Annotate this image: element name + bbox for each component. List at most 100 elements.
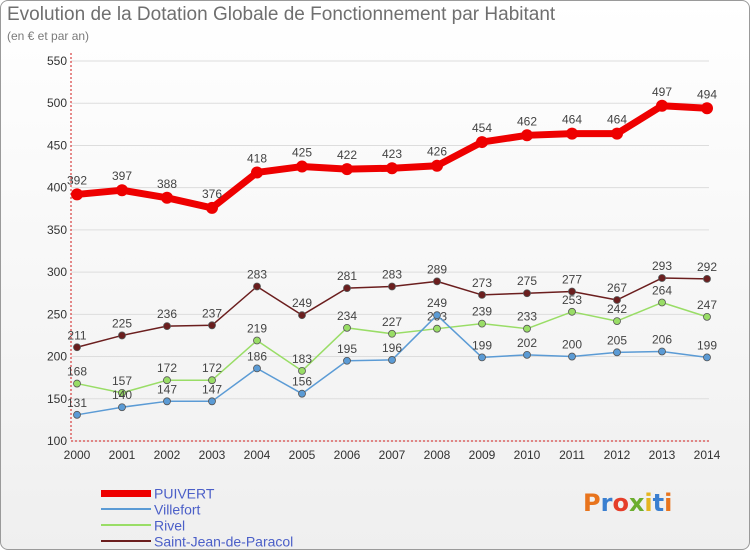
data-label: 426: [427, 145, 447, 159]
data-label: 131: [67, 396, 87, 410]
data-label: 462: [517, 114, 537, 128]
data-point: [613, 317, 621, 325]
data-point: [478, 353, 486, 362]
y-tick-label: 150: [47, 392, 67, 406]
data-point: [206, 201, 218, 214]
data-label: 200: [562, 338, 582, 352]
data-label: 147: [157, 382, 177, 396]
data-label: 202: [517, 336, 537, 350]
data-label: 236: [157, 307, 177, 321]
data-point: [163, 397, 171, 406]
x-tick-label: 2013: [649, 448, 676, 462]
x-tick-label: 2009: [469, 448, 496, 462]
data-label: 283: [247, 267, 267, 281]
data-label: 211: [67, 328, 86, 342]
data-point: [568, 352, 576, 361]
data-label: 183: [292, 352, 312, 366]
data-label: 172: [157, 361, 177, 375]
chart-title: Evolution de la Dotation Globale de Fonc…: [7, 4, 556, 25]
data-label: 156: [292, 375, 312, 389]
x-tick-label: 2007: [379, 448, 406, 462]
x-tick-label: 2003: [199, 448, 226, 462]
data-label: 186: [247, 349, 267, 363]
data-point: [476, 136, 488, 149]
data-point: [161, 191, 173, 204]
data-point: [343, 323, 351, 332]
data-label: 283: [382, 267, 402, 281]
data-label: 247: [697, 298, 717, 312]
data-point: [298, 389, 306, 398]
chart-legend: PUIVERT Villefort Rivel Saint-Jean-de-Parac…: [101, 485, 293, 549]
data-point: [73, 379, 81, 388]
x-tick-label: 2002: [154, 448, 181, 462]
x-tick-label: 2000: [64, 448, 91, 462]
data-point: [478, 319, 486, 328]
data-point: [521, 129, 533, 142]
x-tick-label: 2004: [244, 448, 271, 462]
data-label: 227: [382, 315, 402, 329]
data-label: 418: [247, 151, 267, 165]
data-label: 425: [292, 146, 312, 160]
data-label: 275: [517, 274, 537, 288]
data-point: [568, 287, 576, 296]
data-label: 199: [697, 338, 717, 352]
chart-subtitle: (en € et par an): [7, 29, 90, 43]
y-tick-label: 400: [47, 181, 67, 195]
data-point: [613, 348, 621, 357]
data-point: [73, 410, 81, 419]
legend-item: Villefort: [101, 501, 293, 517]
data-point: [523, 350, 531, 359]
legend-label: PUIVERT: [154, 485, 215, 502]
data-label: 172: [202, 361, 222, 375]
data-label: 464: [562, 113, 582, 127]
data-label: 249: [427, 296, 447, 310]
data-label: 205: [607, 333, 627, 347]
legend-swatch: [101, 540, 151, 543]
data-label: 196: [382, 341, 402, 355]
data-point: [523, 324, 531, 333]
data-point: [388, 282, 396, 291]
data-point: [118, 403, 126, 412]
data-label: 464: [607, 113, 627, 127]
x-tick-label: 2006: [334, 448, 361, 462]
data-label: 147: [202, 382, 222, 396]
data-point: [163, 322, 171, 331]
data-point: [478, 291, 486, 299]
data-label: 494: [697, 87, 717, 101]
data-point: [118, 331, 126, 340]
data-point: [386, 162, 398, 175]
data-label: 239: [472, 305, 492, 319]
legend-item: Saint-Jean-de-Paracol: [101, 533, 293, 549]
data-point: [116, 184, 128, 197]
data-label: 242: [607, 302, 627, 316]
data-point: [658, 298, 666, 307]
data-point: [253, 364, 261, 373]
y-tick-label: 250: [47, 307, 67, 321]
data-label: 195: [337, 342, 357, 356]
data-point: [433, 324, 441, 333]
y-tick-label: 550: [47, 54, 67, 68]
data-label: 289: [427, 262, 447, 276]
data-label: 253: [562, 293, 582, 307]
data-point: [73, 343, 81, 352]
data-point: [656, 99, 668, 112]
data-point: [298, 367, 306, 375]
x-tick-label: 2010: [514, 448, 541, 462]
data-label: 264: [652, 284, 672, 298]
data-label: 293: [652, 259, 672, 273]
data-point: [611, 127, 623, 140]
legend-item: Rivel: [101, 517, 293, 533]
x-tick-label: 2001: [109, 448, 136, 462]
data-label: 234: [337, 309, 357, 323]
proxiti-logo: Proxiti: [583, 489, 673, 517]
data-point: [388, 356, 396, 364]
data-point: [71, 188, 83, 201]
data-label: 267: [607, 281, 627, 295]
x-tick-label: 2014: [694, 448, 721, 462]
data-point: [341, 163, 353, 176]
data-point: [253, 282, 261, 291]
y-tick-label: 200: [47, 350, 67, 364]
legend-item: PUIVERT: [101, 485, 293, 501]
data-point: [388, 329, 396, 338]
data-label: 392: [67, 173, 87, 187]
